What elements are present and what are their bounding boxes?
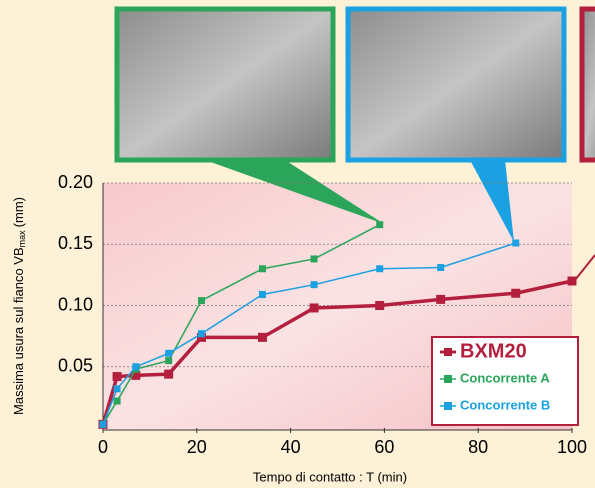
x-tick-label: 0 [98, 437, 108, 457]
x-tick-label: 60 [374, 437, 394, 457]
legend-marker [444, 348, 452, 356]
x-axis-label: Tempo di contatto : T (min) [253, 469, 407, 484]
marker [310, 303, 319, 312]
y-axis-label-sub: max [17, 230, 27, 248]
marker [568, 277, 577, 286]
marker [259, 265, 266, 272]
marker [376, 221, 383, 228]
legend-label: Concorrente B [460, 397, 550, 412]
marker [165, 350, 172, 357]
y-tick-label: 0.05 [58, 356, 93, 376]
marker [436, 295, 445, 304]
marker [164, 370, 173, 379]
y-tick-label: 0.20 [58, 172, 93, 192]
callout [575, 255, 595, 280]
legend-label: Concorrente A [460, 370, 550, 385]
y-axis-label-unit: (mm) [11, 197, 26, 227]
legend-marker [444, 402, 452, 410]
legend-label: BXM20 [460, 340, 527, 362]
marker [311, 281, 318, 288]
marker [258, 333, 267, 342]
y-axis-label: Massima usura sul fianco VBmax (mm) [11, 197, 27, 415]
marker [132, 363, 139, 370]
y-tick-label: 0.15 [58, 233, 93, 253]
legend-marker [444, 375, 452, 383]
x-tick-label: 20 [187, 437, 207, 457]
photo [117, 9, 333, 160]
y-axis-label-main: Massima usura sul fianco VB [11, 247, 26, 415]
marker [511, 289, 520, 298]
photo [348, 9, 564, 160]
marker [114, 385, 121, 392]
marker [113, 372, 122, 381]
marker [512, 240, 519, 247]
marker [311, 255, 318, 262]
marker [100, 421, 107, 428]
photo [582, 9, 595, 160]
marker [375, 301, 384, 310]
marker [376, 265, 383, 272]
chart: 0.05 0.10 0.15 0.20 0 20 40 60 80 100 BXM20 Concorr… [0, 0, 595, 488]
marker [114, 398, 121, 405]
x-tick-label: 80 [468, 437, 488, 457]
x-tick-label: 40 [281, 437, 301, 457]
x-tick-label: 100 [557, 437, 587, 457]
y-tick-label: 0.10 [58, 294, 93, 314]
marker [198, 297, 205, 304]
marker [259, 291, 266, 298]
marker [165, 357, 172, 364]
marker [198, 330, 205, 337]
marker [437, 264, 444, 271]
